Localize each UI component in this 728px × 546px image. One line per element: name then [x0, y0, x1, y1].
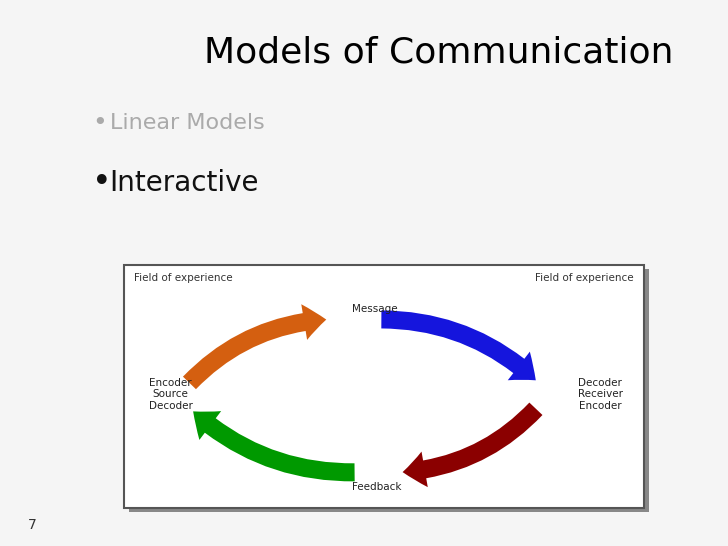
Text: •: •	[92, 111, 107, 135]
FancyArrowPatch shape	[381, 310, 536, 381]
Text: Message: Message	[352, 304, 397, 314]
FancyArrowPatch shape	[183, 304, 326, 389]
FancyArrowPatch shape	[403, 402, 542, 487]
FancyBboxPatch shape	[124, 265, 644, 508]
Text: Feedback: Feedback	[352, 482, 401, 491]
Text: 7: 7	[28, 518, 37, 532]
FancyArrowPatch shape	[193, 411, 355, 482]
Text: Decoder
Receiver
Encoder: Decoder Receiver Encoder	[578, 378, 622, 411]
FancyBboxPatch shape	[129, 269, 649, 512]
Text: Field of experience: Field of experience	[135, 273, 233, 283]
Text: Interactive: Interactive	[110, 169, 259, 197]
Text: Models of Communication: Models of Communication	[204, 35, 673, 69]
Text: Encoder
Source
Decoder: Encoder Source Decoder	[149, 378, 192, 411]
Text: Field of experience: Field of experience	[535, 273, 633, 283]
Text: Linear Models: Linear Models	[110, 113, 264, 133]
Text: •: •	[92, 167, 111, 199]
